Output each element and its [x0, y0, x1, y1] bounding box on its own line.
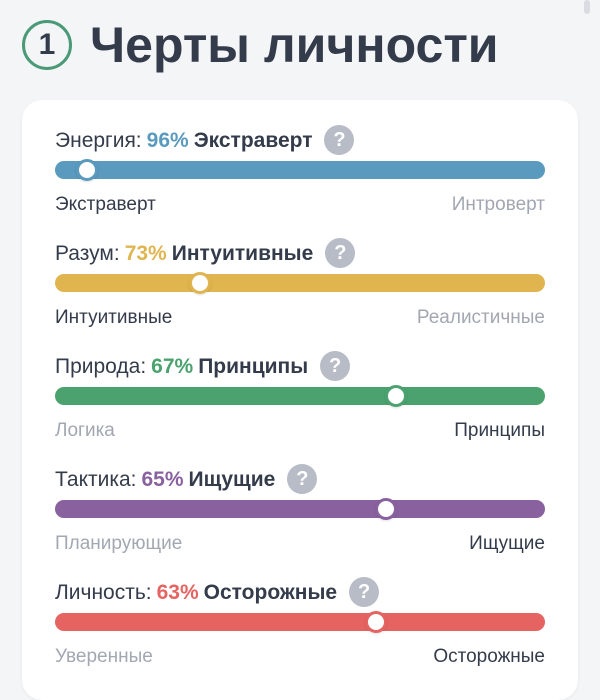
identity-trait: Личность: 63% Осторожные ? Уверенные Ост…: [55, 577, 545, 677]
trait-slider[interactable]: [55, 385, 545, 407]
trait-slider[interactable]: [55, 611, 545, 633]
trait-slider[interactable]: [55, 498, 545, 520]
slider-track: [55, 500, 545, 518]
trait-header: Личность: 63% Осторожные ?: [55, 577, 545, 607]
top-scroll-edge: [584, 0, 590, 14]
mind-trait: Разум: 73% Интуитивные ? Интуитивные Реа…: [55, 238, 545, 338]
trait-header: Энергия: 96% Экстраверт ?: [55, 125, 545, 155]
trait-poles: Экстраверт Интроверт: [55, 193, 545, 217]
trait-type: Интуитивные: [171, 241, 314, 265]
trait-slider[interactable]: [55, 159, 545, 181]
trait-poles: Уверенные Осторожные: [55, 645, 545, 669]
slider-thumb[interactable]: [384, 385, 407, 407]
trait-poles: Планирующие Ищущие: [55, 532, 545, 556]
help-icon[interactable]: ?: [287, 464, 318, 494]
trait-percent: 65%: [141, 467, 184, 491]
right-pole-label: Ищущие: [469, 533, 545, 554]
left-pole-label: Планирующие: [55, 533, 183, 554]
help-icon[interactable]: ?: [349, 577, 380, 607]
slider-track: [55, 387, 545, 405]
trait-poles: Логика Принципы: [55, 419, 545, 443]
right-pole-label: Осторожные: [433, 646, 545, 667]
trait-type: Осторожные: [203, 580, 338, 604]
trait-header: Тактика: 65% Ищущие ?: [55, 464, 545, 494]
left-pole-label: Интуитивные: [55, 307, 173, 328]
help-icon[interactable]: ?: [324, 125, 355, 155]
slider-track: [55, 613, 545, 631]
help-icon[interactable]: ?: [325, 238, 356, 268]
trait-type: Принципы: [198, 354, 309, 378]
slider-thumb[interactable]: [364, 611, 387, 633]
nature-trait: Природа: 67% Принципы ? Логика Принципы: [55, 351, 545, 451]
left-pole-label: Логика: [55, 420, 115, 441]
trait-percent: 67%: [151, 354, 194, 378]
trait-header: Природа: 67% Принципы ?: [55, 351, 545, 381]
page-header: 1 Черты личности: [22, 10, 499, 80]
trait-poles: Интуитивные Реалистичные: [55, 306, 545, 330]
energy-trait: Энергия: 96% Экстраверт ? Экстраверт Инт…: [55, 125, 545, 225]
left-pole-label: Экстраверт: [55, 194, 156, 215]
trait-type: Экстраверт: [193, 128, 313, 152]
right-pole-label: Принципы: [454, 420, 545, 441]
personality-traits-card: Энергия: 96% Экстраверт ? Экстраверт Инт…: [22, 100, 578, 700]
step-number: 1: [38, 28, 56, 61]
tactics-trait: Тактика: 65% Ищущие ? Планирующие Ищущие: [55, 464, 545, 564]
help-icon[interactable]: ?: [320, 351, 351, 381]
slider-track: [55, 161, 545, 179]
trait-percent: 73%: [124, 241, 167, 265]
trait-name: Личность:: [55, 580, 152, 604]
trait-percent: 96%: [146, 128, 189, 152]
trait-slider[interactable]: [55, 272, 545, 294]
trait-percent: 63%: [156, 580, 199, 604]
slider-thumb[interactable]: [188, 272, 211, 294]
trait-name: Разум:: [55, 241, 120, 265]
trait-type: Ищущие: [188, 467, 276, 491]
trait-name: Тактика:: [55, 467, 137, 491]
page-title: Черты личности: [90, 17, 499, 73]
trait-header: Разум: 73% Интуитивные ?: [55, 238, 545, 268]
slider-track: [55, 274, 545, 292]
right-pole-label: Интроверт: [451, 194, 545, 215]
slider-thumb[interactable]: [75, 159, 98, 181]
slider-thumb[interactable]: [374, 498, 397, 520]
trait-name: Энергия:: [55, 128, 142, 152]
right-pole-label: Реалистичные: [416, 307, 545, 328]
step-number-circle: 1: [22, 20, 72, 70]
left-pole-label: Уверенные: [55, 646, 153, 667]
trait-name: Природа:: [55, 354, 147, 378]
